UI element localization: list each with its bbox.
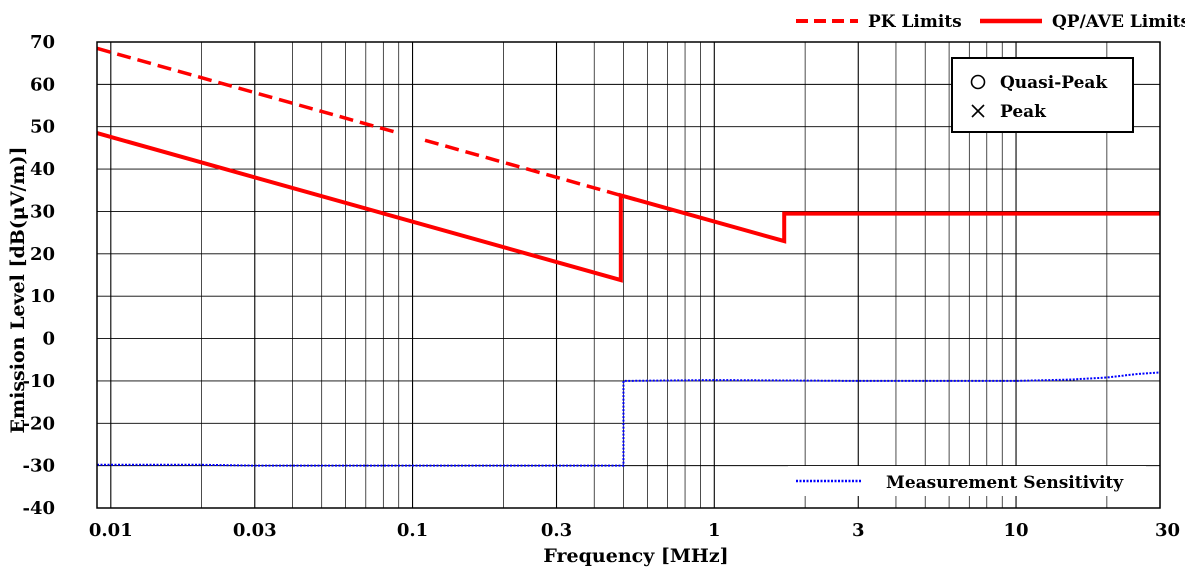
legend-box-frame — [951, 57, 1134, 133]
y-tick-label: -40 — [22, 498, 55, 519]
legend-top: PK Limits QP/AVE Limits — [796, 12, 1185, 32]
series-measurement-sensitivity-line — [97, 371, 1161, 467]
legend-sensitivity-label: Measurement Sensitivity — [886, 473, 1124, 493]
x-axis-title: Frequency [MHz] — [543, 545, 728, 567]
y-tick-label: 30 — [30, 201, 55, 222]
series-pk-limits-line — [424, 138, 622, 198]
x-tick-label: 10 — [1004, 520, 1029, 541]
x-tick-label: 0.01 — [89, 520, 133, 541]
series-layer — [96, 46, 1161, 467]
y-tick-label: 0 — [42, 329, 55, 350]
x-tick-label: 0.03 — [233, 520, 277, 541]
x-tick-label: 0.3 — [541, 520, 572, 541]
series-pk-limits-line — [96, 46, 400, 135]
y-tick-label: 60 — [30, 74, 55, 95]
series-qp-ave-limits-line — [96, 131, 1160, 283]
quasi-peak-circle-icon — [970, 74, 986, 90]
x-tick-labels: 0.01 0.03 0.1 0.3 1 3 10 30 — [89, 520, 1180, 541]
peak-cross-icon — [971, 104, 985, 118]
y-tick-label: -30 — [22, 456, 55, 477]
x-tick-label: 0.1 — [397, 520, 428, 541]
y-tick-label: 50 — [30, 117, 55, 138]
y-tick-label: -20 — [22, 413, 55, 434]
legend-bottom: Measurement Sensitivity — [788, 466, 1146, 496]
plot-frame — [96, 41, 1161, 509]
y-tick-label: 10 — [30, 286, 55, 307]
y-tick-label: 40 — [30, 159, 55, 180]
legend-pk-limits-label: PK Limits — [868, 12, 962, 32]
legend-bottom-background — [788, 466, 1146, 496]
y-axis-title: Emission Level [dB(μV/m)] — [7, 147, 29, 434]
legend-markers-box: Quasi-Peak Peak — [951, 57, 1134, 133]
y-tick-label: 70 — [30, 32, 55, 53]
x-tick-label: 3 — [852, 520, 865, 541]
legend-peak-label: Peak — [1000, 102, 1047, 122]
y-tick-label: 20 — [30, 244, 55, 265]
x-tick-label: 1 — [708, 520, 721, 541]
y-tick-label: -10 — [22, 371, 55, 392]
x-tick-label: 30 — [1155, 520, 1180, 541]
y-tick-labels: 70 60 50 40 30 20 10 0 -10 -20 -30 -40 — [22, 32, 55, 519]
legend-quasi-peak-label: Quasi-Peak — [1000, 73, 1108, 93]
legend-qp-ave-limits-label: QP/AVE Limits — [1052, 12, 1185, 32]
